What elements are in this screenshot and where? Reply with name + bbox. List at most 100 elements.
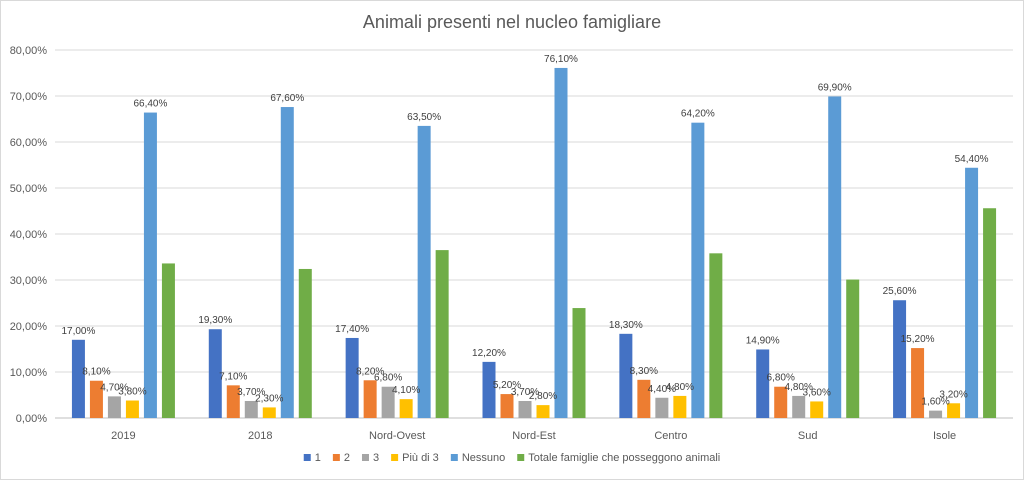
bar — [161, 263, 175, 418]
bar — [828, 96, 842, 419]
bar — [893, 300, 907, 418]
bar — [536, 405, 550, 418]
bar — [983, 208, 997, 418]
data-label: 6,80% — [767, 373, 795, 384]
bar — [637, 379, 651, 418]
data-label: 25,60% — [883, 286, 917, 297]
data-label: 8,30% — [630, 366, 658, 377]
bar — [125, 400, 139, 418]
bar — [929, 410, 943, 418]
bar — [417, 125, 431, 419]
bars — [71, 67, 997, 419]
bar — [71, 339, 85, 418]
data-label: 64,20% — [681, 109, 715, 120]
data-label: 18,30% — [609, 320, 643, 331]
bar — [792, 395, 806, 418]
data-labels: 17,00% 8,10% 4,70%3,80% 66,40% 19,30% 7,10% 3,… — [61, 54, 988, 408]
bar — [363, 380, 377, 418]
data-label: 3,80% — [118, 387, 146, 398]
data-label: 76,10% — [544, 54, 578, 65]
bar — [655, 397, 669, 418]
x-category-label: Sud — [798, 430, 818, 442]
data-label: 4,10% — [392, 385, 420, 396]
data-label: 4,80% — [785, 382, 813, 393]
y-tick-label: 80,00% — [10, 45, 48, 57]
bar — [89, 380, 103, 418]
legend-label: Nessuno — [462, 452, 505, 464]
bar — [756, 349, 770, 418]
bar — [280, 107, 294, 418]
legend-label: Totale famiglie che posseggono animali — [528, 452, 720, 464]
bar — [381, 386, 395, 418]
x-category-label: Nord-Est — [512, 430, 555, 442]
bar — [774, 386, 788, 418]
y-tick-label: 50,00% — [10, 183, 48, 195]
bar — [691, 122, 705, 419]
bar — [709, 253, 723, 418]
bar — [226, 385, 240, 418]
data-label: 6,80% — [374, 373, 402, 384]
legend-label: Più di 3 — [402, 452, 439, 464]
legend-swatch — [361, 454, 369, 461]
data-label: 69,90% — [818, 82, 852, 93]
bar — [965, 167, 979, 418]
y-tick-label: 60,00% — [10, 137, 48, 149]
data-label: 2,30% — [255, 393, 283, 404]
bar — [554, 67, 568, 418]
bar — [262, 407, 276, 418]
data-label: 17,40% — [335, 324, 369, 335]
bar — [947, 403, 961, 418]
data-label: 2,80% — [529, 391, 557, 402]
bar — [518, 400, 532, 418]
x-category-label: Nord-Ovest — [369, 430, 425, 442]
data-label: 3,20% — [939, 389, 967, 400]
legend-label: 1 — [315, 452, 321, 464]
legend-label: 3 — [373, 452, 379, 464]
data-label: 7,10% — [219, 371, 247, 382]
bar — [143, 112, 157, 418]
legend-swatch — [303, 454, 311, 461]
y-tick-label: 0,00% — [16, 413, 47, 425]
data-label: 4,40% — [648, 384, 676, 395]
data-label: 19,30% — [198, 315, 232, 326]
bar — [911, 348, 925, 418]
data-label: 54,40% — [955, 154, 989, 165]
data-label: 3,70% — [237, 387, 265, 398]
data-label: 4,70% — [100, 382, 128, 393]
bar — [572, 308, 586, 418]
x-category-label: 2018 — [248, 430, 272, 442]
bar — [673, 395, 687, 418]
bar — [298, 268, 312, 418]
bar — [244, 400, 258, 418]
bar — [482, 361, 496, 418]
y-tick-label: 70,00% — [10, 91, 48, 103]
bar — [399, 399, 413, 418]
bar — [208, 329, 222, 418]
x-category-label: Isole — [933, 430, 956, 442]
data-label: 3,70% — [511, 387, 539, 398]
data-label: 5,20% — [493, 380, 521, 391]
chart-title: Animali presenti nel nucleo famigliare — [363, 12, 661, 32]
y-tick-label: 30,00% — [10, 275, 48, 287]
data-label: 63,50% — [407, 112, 441, 123]
x-category-label: Centro — [654, 430, 687, 442]
bar — [435, 250, 449, 418]
bar — [107, 396, 121, 418]
data-label: 4,80% — [666, 382, 694, 393]
data-label: 66,40% — [133, 99, 167, 110]
data-label: 14,90% — [746, 335, 780, 346]
bar — [500, 394, 514, 418]
legend-swatch — [391, 454, 399, 461]
legend-swatch — [517, 454, 525, 461]
data-label: 67,60% — [270, 93, 304, 104]
legend: 1 2 3 Più di 3 Nessuno Totale famiglie che po… — [303, 452, 720, 464]
legend-swatch — [450, 454, 458, 461]
y-tick-label: 10,00% — [10, 367, 48, 379]
legend-label: 2 — [344, 452, 350, 464]
gridlines — [55, 49, 1013, 419]
bar — [619, 333, 633, 418]
y-axis-ticks: 0,00% 10,00% 20,00% 30,00% 40,00% 50,00% 60,00… — [10, 45, 48, 425]
data-label: 3,60% — [803, 387, 831, 398]
